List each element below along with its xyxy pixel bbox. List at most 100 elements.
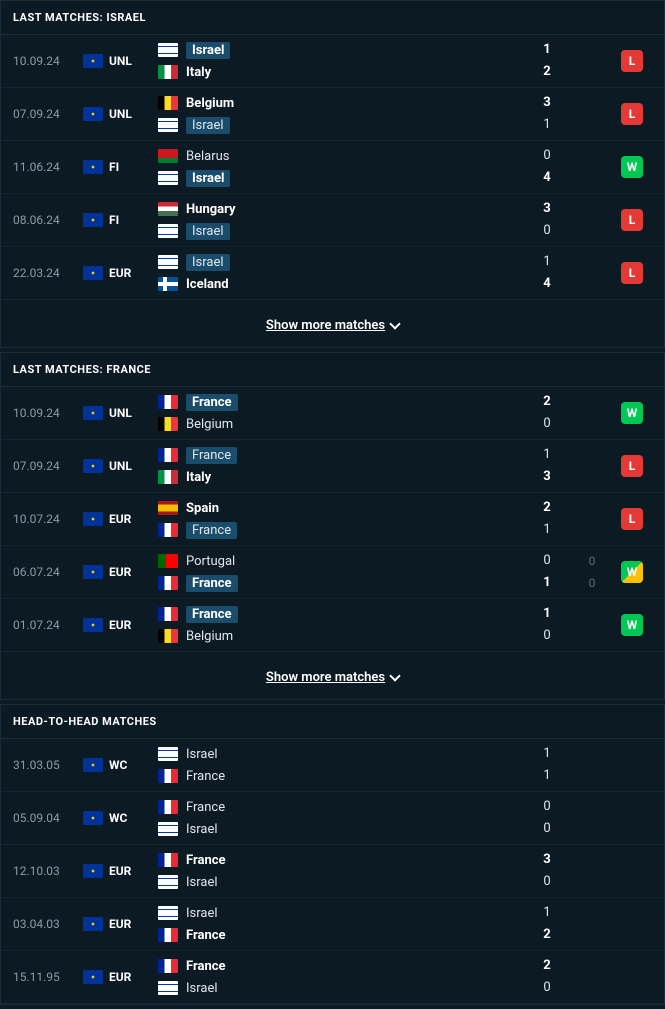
team-away: Italy [158, 61, 522, 83]
score: 20 [522, 391, 572, 435]
competition-code: EUR [109, 864, 131, 878]
score-home: 2 [522, 497, 572, 519]
teams: HungaryIsrael [158, 194, 522, 246]
team-away: Italy [158, 466, 522, 488]
team-home: Spain [158, 497, 522, 519]
israel-flag-icon [158, 747, 178, 761]
match-row[interactable]: 10.09.24UNLFranceBelgium20W [1, 387, 664, 440]
team-name: Israel [186, 42, 230, 59]
team-name: France [186, 959, 226, 974]
match-date: 10.09.24 [13, 406, 83, 420]
team-home: France [158, 603, 522, 625]
chevron-down-icon [389, 318, 400, 329]
match-row[interactable]: 22.03.24EURIsraelIceland14L [1, 247, 664, 300]
france-flag-icon [158, 959, 178, 973]
team-away: France [158, 765, 522, 787]
score-home: 1 [522, 444, 572, 466]
match-row[interactable]: 11.06.24FIBelarusIsrael04W [1, 141, 664, 194]
competition-code: EUR [109, 565, 131, 579]
section-header: HEAD-TO-HEAD MATCHES [1, 705, 664, 739]
competition-code: EUR [109, 917, 131, 931]
team-name: Israel [186, 875, 218, 890]
team-home: Israel [158, 251, 522, 273]
team-name: Israel [186, 170, 230, 187]
competition-flag-icon [83, 266, 103, 280]
team-name: Belarus [186, 149, 230, 164]
competition-flag-icon [83, 406, 103, 420]
team-name: Portugal [186, 554, 235, 569]
match-date: 10.07.24 [13, 512, 83, 526]
match-date: 12.10.03 [13, 864, 83, 878]
competition: WC [83, 758, 158, 772]
hungary-flag-icon [158, 202, 178, 216]
israel-flag-icon [158, 906, 178, 920]
match-row[interactable]: 31.03.05WCIsraelFrance11 [1, 739, 664, 792]
competition-flag-icon [83, 811, 103, 825]
team-away: Israel [158, 114, 522, 136]
team-name: France [186, 928, 226, 943]
score: 01 [522, 550, 572, 594]
competition-flag-icon [83, 758, 103, 772]
competition-code: EUR [109, 970, 131, 984]
competition: EUR [83, 266, 158, 280]
competition: EUR [83, 512, 158, 526]
competition-code: WC [109, 811, 127, 825]
show-more-label: Show more matches [266, 670, 385, 685]
team-name: France [186, 769, 225, 784]
score: 13 [522, 444, 572, 488]
match-row[interactable]: 10.07.24EURSpain France 21 L [1, 493, 664, 546]
extra-score: 00 [572, 550, 612, 594]
teams: Belarus Israel [158, 141, 522, 193]
competition-flag-icon [83, 917, 103, 931]
team-name: Belgium [186, 96, 234, 111]
competition-code: WC [109, 758, 127, 772]
spain-flag-icon [158, 501, 178, 515]
score-home: 3 [522, 198, 572, 220]
team-name: France [186, 522, 237, 539]
competition-flag-icon [83, 459, 103, 473]
score-home: 2 [522, 391, 572, 413]
teams: IsraelFrance [158, 898, 522, 950]
score-home: 1 [522, 39, 572, 61]
match-row[interactable]: 10.09.24UNLIsraelItaly12L [1, 35, 664, 88]
match-row[interactable]: 12.10.03EURFranceIsrael30 [1, 845, 664, 898]
score: 21 [522, 497, 572, 541]
teams: FranceIsrael [158, 951, 522, 1003]
competition: UNL [83, 107, 158, 121]
score-away: 0 [522, 977, 572, 999]
score: 14 [522, 251, 572, 295]
match-row[interactable]: 05.09.04WCFranceIsrael00 [1, 792, 664, 845]
section: LAST MATCHES: FRANCE10.09.24UNLFranceBel… [0, 352, 665, 700]
score-home: 0 [522, 145, 572, 167]
score-away: 2 [522, 61, 572, 83]
result: L [612, 508, 652, 530]
match-date: 15.11.95 [13, 970, 83, 984]
israel-flag-icon [158, 875, 178, 889]
match-row[interactable]: 15.11.95EURFranceIsrael20 [1, 951, 664, 1004]
match-date: 31.03.05 [13, 758, 83, 772]
team-home: Belgium [158, 92, 522, 114]
match-row[interactable]: 07.09.24UNL Belgium Israel31 L [1, 88, 664, 141]
match-date: 10.09.24 [13, 54, 83, 68]
show-more-button[interactable]: Show more matches [1, 300, 664, 347]
belarus-flag-icon [158, 149, 178, 163]
match-date: 07.09.24 [13, 107, 83, 121]
score: 31 [522, 92, 572, 136]
match-row[interactable]: 06.07.24EURPortugalFrance0100W [1, 546, 664, 599]
show-more-button[interactable]: Show more matches [1, 652, 664, 699]
team-away: Israel [158, 818, 522, 840]
france-flag-icon [158, 769, 178, 783]
result: L [612, 103, 652, 125]
result-badge-l: L [621, 209, 643, 231]
match-row[interactable]: 03.04.03EURIsraelFrance12 [1, 898, 664, 951]
team-away: Israel [158, 871, 522, 893]
match-row[interactable]: 01.07.24EURFranceBelgium10W [1, 599, 664, 652]
score-home: 1 [522, 251, 572, 273]
team-away: France [158, 519, 522, 541]
match-row[interactable]: 07.09.24UNLFranceItaly13L [1, 440, 664, 493]
team-away: Israel [158, 220, 522, 242]
match-row[interactable]: 08.06.24FIHungaryIsrael30L [1, 194, 664, 247]
teams: FranceBelgium [158, 387, 522, 439]
result-badge-l: L [621, 455, 643, 477]
result: W [612, 614, 652, 636]
